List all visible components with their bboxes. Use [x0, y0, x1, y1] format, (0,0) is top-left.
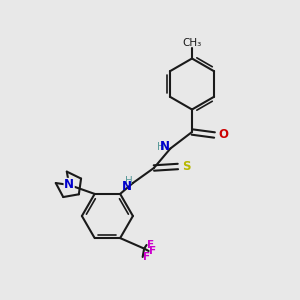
- Text: S: S: [182, 160, 190, 173]
- Text: N: N: [160, 140, 170, 154]
- Text: N: N: [64, 178, 74, 191]
- Text: H: H: [157, 142, 164, 152]
- Text: N: N: [122, 179, 132, 193]
- Text: CH₃: CH₃: [182, 38, 202, 48]
- Text: F: F: [147, 240, 154, 250]
- Text: F: F: [143, 252, 150, 262]
- Text: H: H: [124, 176, 132, 187]
- Text: O: O: [218, 128, 228, 142]
- Text: F: F: [149, 246, 156, 256]
